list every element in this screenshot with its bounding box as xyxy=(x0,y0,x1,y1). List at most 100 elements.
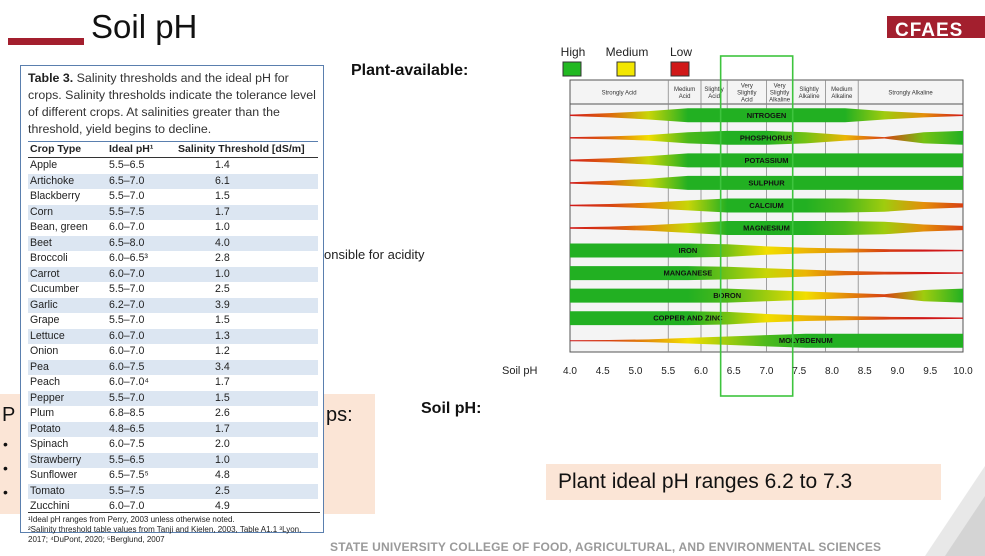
salinity-cell: 1.2 xyxy=(215,345,230,357)
ideal-ph-highlight xyxy=(719,55,794,397)
table-row: Sunflower 6.5–7.5⁵ 4.8 xyxy=(28,468,318,484)
crop-name-cell: Pea xyxy=(30,360,49,373)
table-row: Lettuce 6.0–7.0 1.3 xyxy=(28,328,318,344)
salinity-cell: 1.5 xyxy=(215,190,230,202)
ideal-ph-cell: 5.5–7.0 xyxy=(109,391,145,404)
x-tick-label: 8.5 xyxy=(858,366,872,377)
table-row: Potato 4.8–6.5 1.7 xyxy=(28,421,318,437)
salinity-cell: 3.9 xyxy=(215,298,230,311)
x-tick-label: 5.5 xyxy=(661,366,675,377)
x-tick-label: 5.0 xyxy=(629,366,643,377)
ideal-ph-cell: 5.5–7.0 xyxy=(109,283,145,295)
crop-name-cell: Corn xyxy=(30,205,53,218)
table-row: Broccoli 6.0–6.5³ 2.8 xyxy=(28,251,318,267)
bullet-box-fragment-left: P xyxy=(2,404,16,426)
ideal-ph-cell: 6.5–8.0 xyxy=(109,236,145,249)
table-row: Cucumber 5.5–7.0 2.5 xyxy=(28,282,318,298)
nutrient-band xyxy=(570,243,963,258)
soil-ph-label: Soil pH: xyxy=(421,400,482,417)
table-row: Peach 6.0–7.0⁴ 1.7 xyxy=(28,375,318,391)
nutrient-label: SULPHUR xyxy=(748,178,785,187)
table-caption-text: Salinity thresholds and the ideal pH for… xyxy=(28,71,316,136)
table-row: Beet 6.5–8.0 4.0 xyxy=(28,235,318,251)
zone-label: Alkaline xyxy=(769,98,791,104)
ideal-ph-cell: 6.0–7.0 xyxy=(109,329,145,342)
salinity-cell: 1.7 xyxy=(215,205,230,218)
ideal-ph-cell: 6.0–7.0 xyxy=(109,267,145,280)
ideal-ph-cell: 6.0–7.5 xyxy=(109,360,145,373)
x-axis-label: Soil pH xyxy=(502,365,538,377)
crop-name-cell: Apple xyxy=(30,159,58,171)
nutrient-label: POTASSIUM xyxy=(744,156,788,165)
title-accent-bar xyxy=(8,38,84,45)
crop-name-cell: Blackberry xyxy=(30,190,81,202)
zone-label: Alkaline xyxy=(831,94,853,100)
salinity-cell: 1.0 xyxy=(215,267,230,280)
x-tick-label: 9.0 xyxy=(891,366,905,377)
crop-name-cell: Peach xyxy=(30,376,61,388)
corner-decoration xyxy=(925,466,985,556)
nutrient-band xyxy=(570,108,963,123)
table-caption-number: Table 3. xyxy=(28,71,74,85)
zone-label: Acid xyxy=(708,94,720,100)
ideal-ph-cell: 6.0–7.0 xyxy=(109,221,145,233)
crop-name-cell: Onion xyxy=(30,345,59,357)
nutrient-label: MANGANESE xyxy=(664,269,713,278)
zone-label: Medium xyxy=(674,87,695,93)
footer-text: STATE UNIVERSITY COLLEGE OF FOOD, AGRICU… xyxy=(330,540,882,554)
table-row: Apple 5.5–6.5 1.4 xyxy=(28,158,318,174)
nutrient-label: COPPER AND ZINC xyxy=(653,314,723,323)
table-row: Bean, green 6.0–7.0 1.0 xyxy=(28,220,318,236)
table-caption: Table 3. Salinity thresholds and the ide… xyxy=(28,70,320,138)
salinity-cell: 2.5 xyxy=(215,484,230,497)
nutrient-band xyxy=(570,175,963,190)
ideal-ph-cell: 5.5–6.5 xyxy=(109,453,145,466)
x-tick-label: 7.0 xyxy=(760,366,774,377)
x-tick-label: 4.5 xyxy=(596,366,610,377)
ideal-ph-cell: 5.5–6.5 xyxy=(109,159,145,171)
crop-name-cell: Tomato xyxy=(30,484,65,497)
nutrient-label: MOLYBDENUM xyxy=(779,336,833,345)
zone-label: Strongly Acid xyxy=(602,91,637,97)
nutrient-band xyxy=(570,153,963,168)
zone-label: Strongly Alkaline xyxy=(888,91,933,97)
salinity-cell: 2.8 xyxy=(215,252,230,264)
zone-label: Acid xyxy=(679,94,691,100)
nutrient-band xyxy=(570,130,963,145)
crop-name-cell: Cucumber xyxy=(30,283,79,295)
zone-label: Slightly xyxy=(704,87,723,93)
ideal-ph-cell: 6.0–7.0⁴ xyxy=(109,376,149,388)
crop-name-cell: Garlic xyxy=(30,298,58,311)
x-tick-label: 8.0 xyxy=(825,366,839,377)
ideal-ph-text: Plant ideal pH ranges 6.2 to 7.3 xyxy=(558,470,853,493)
zone-label: Medium xyxy=(831,87,852,93)
bullet-box-fragment-right: ps: xyxy=(326,404,353,426)
table-row: Grape 5.5–7.0 1.5 xyxy=(28,313,318,329)
ideal-ph-cell: 6.0–6.5³ xyxy=(109,252,148,264)
nutrient-label: MAGNESIUM xyxy=(743,224,790,233)
x-tick-label: 10.0 xyxy=(953,366,973,377)
legend-label: High xyxy=(561,45,586,59)
salinity-cell: 1.5 xyxy=(215,391,230,404)
table-row: Pepper 5.5–7.0 1.5 xyxy=(28,390,318,406)
salinity-ph-table: Table 3. Salinity thresholds and the ide… xyxy=(20,65,324,544)
crop-name-cell: Pepper xyxy=(30,391,65,404)
ideal-ph-cell: 6.5–7.5⁵ xyxy=(109,469,149,481)
ideal-ph-cell: 5.5–7.0 xyxy=(109,190,145,202)
salinity-cell: 4.9 xyxy=(215,500,230,512)
table-row: Zucchini 6.0–7.0 4.9 xyxy=(28,499,318,515)
nutrient-label: NITROGEN xyxy=(747,111,787,120)
salinity-cell: 1.7 xyxy=(215,422,230,435)
x-tick-label: 7.5 xyxy=(792,366,806,377)
table-note: ²Salinity threshold table values from Ta… xyxy=(28,525,302,544)
ideal-ph-cell: 6.0–7.0 xyxy=(109,345,145,357)
table-row: Garlic 6.2–7.0 3.9 xyxy=(28,297,318,313)
ideal-ph-cell: 5.5–7.5 xyxy=(109,205,145,218)
ideal-ph-cell: 5.5–7.5 xyxy=(109,484,145,497)
zone-label: Very xyxy=(774,84,786,90)
table-row: Strawberry 5.5–6.5 1.0 xyxy=(28,452,318,468)
salinity-cell: 2.6 xyxy=(215,407,230,419)
table-row: Tomato 5.5–7.5 2.5 xyxy=(28,483,318,499)
zone-label: Slightly xyxy=(799,87,818,93)
